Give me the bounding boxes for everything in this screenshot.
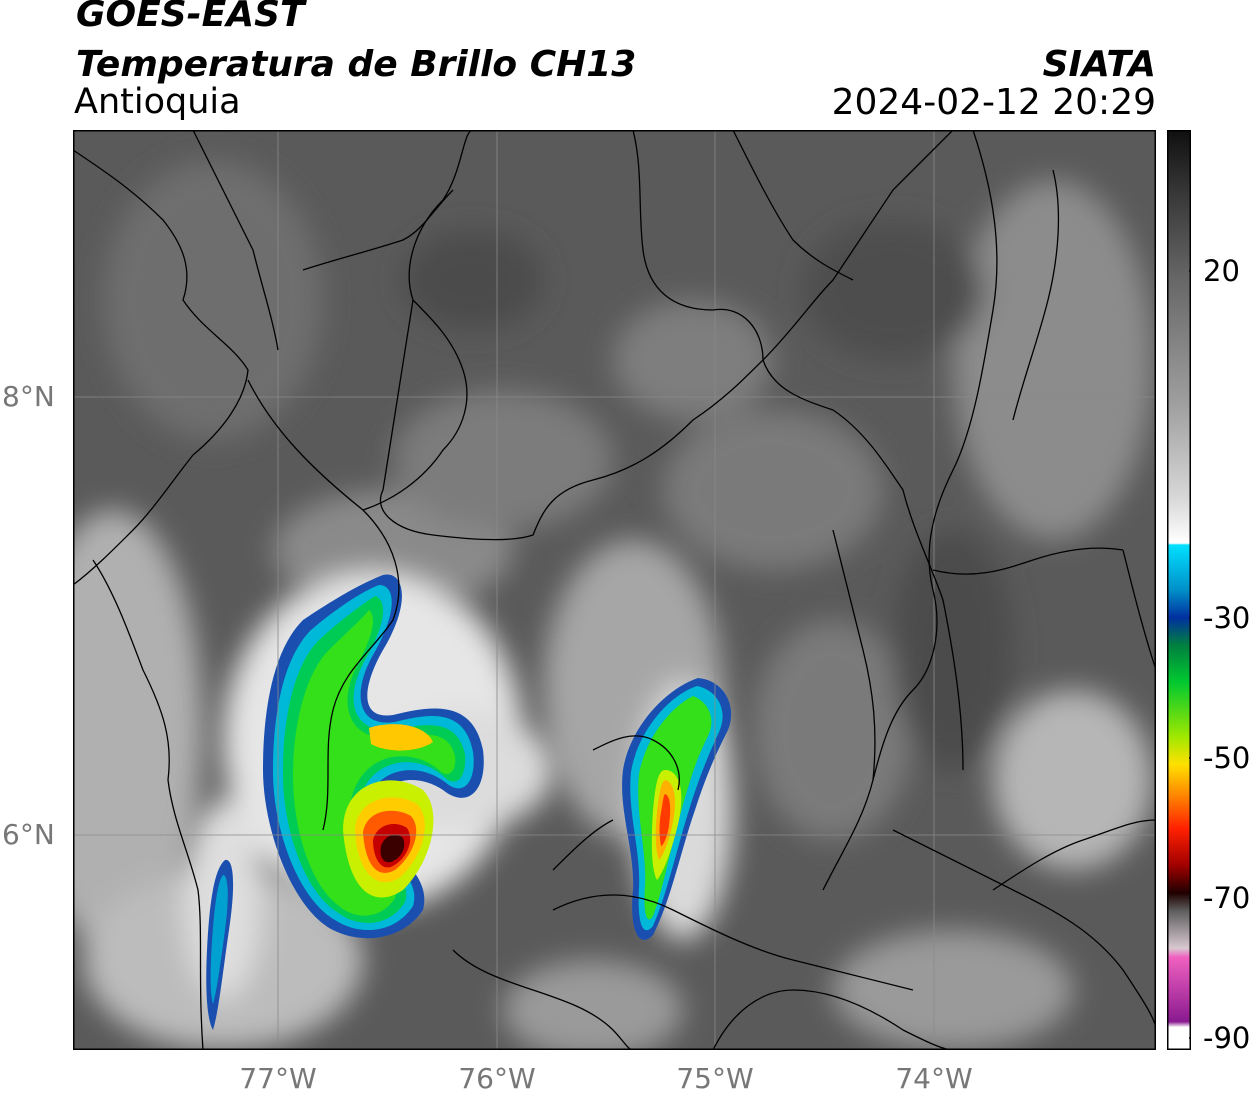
product-title: Temperatura de Brillo CH13 [76, 44, 637, 85]
organization-label: SIATA [1042, 44, 1156, 85]
lon-label-77W: 77°W [239, 1062, 317, 1095]
colorbar-tick-minus50: -50 [1203, 741, 1251, 775]
colorbar-tick-minus70: -70 [1203, 881, 1251, 915]
lat-label-6N: 6°N [2, 818, 55, 851]
graticule [73, 130, 1156, 1050]
colorbar-tick-minus30: -30 [1203, 601, 1251, 635]
lon-label-75W: 75°W [676, 1062, 754, 1095]
lon-label-76W: 76°W [458, 1062, 536, 1095]
map-frame [73, 130, 1156, 1050]
storm-cell-west [263, 574, 484, 939]
storm-cell-east [622, 678, 732, 940]
storm-cell-coast [206, 859, 234, 1030]
colorbar [1167, 130, 1191, 1050]
lat-label-8N: 8°N [2, 380, 55, 413]
colorbar-tick-20: 20 [1203, 254, 1240, 288]
region-label: Antioquia [74, 82, 241, 122]
satellite-map [73, 130, 1156, 1050]
colorbar-tick-minus90: -90 [1203, 1021, 1251, 1055]
lon-label-74W: 74°W [895, 1062, 973, 1095]
satellite-title: GOES-EAST [76, 0, 305, 35]
boundary-lines [73, 130, 1156, 1050]
timestamp-label: 2024-02-12 20:29 [831, 82, 1156, 123]
